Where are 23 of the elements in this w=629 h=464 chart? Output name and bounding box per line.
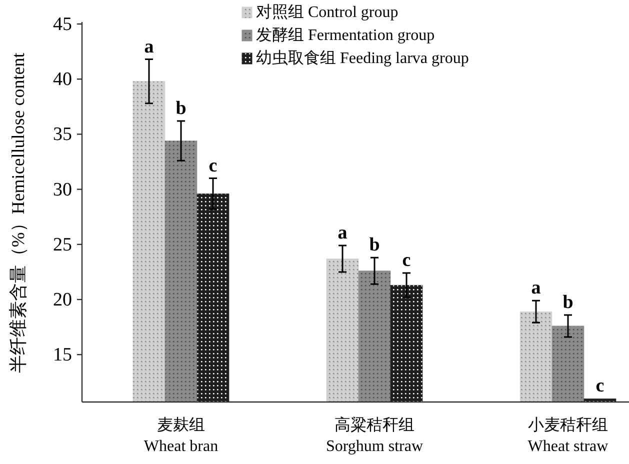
data-label: c — [596, 376, 604, 397]
y-tick-label: 45 — [53, 14, 72, 35]
data-label: b — [176, 98, 186, 119]
y-tick-label: 30 — [53, 179, 72, 200]
y-axis-title: 半纤维素含量（%）Hemicellulose content — [8, 52, 28, 374]
data-label: c — [208, 155, 218, 176]
x-tick-label: 麦麸组 Wheat bran — [144, 416, 218, 455]
y-tick-label: 25 — [53, 234, 72, 256]
data-label: b — [369, 234, 380, 256]
data-label: b — [562, 292, 574, 313]
legend-label: 发酵组 Fermentation group — [256, 27, 435, 44]
data-label: a — [531, 278, 542, 299]
data-label: a — [144, 36, 154, 58]
x-tick-label: 高粱秸秆组 Sorghum straw — [326, 416, 424, 455]
data-label: c — [402, 250, 411, 272]
x-tick-label: 小麦秸秆组 Wheat straw — [528, 416, 609, 455]
legend-label: 对照组 Control group — [256, 3, 398, 21]
y-tick-label: 20 — [53, 290, 72, 311]
y-tick-label: 15 — [53, 344, 72, 366]
legend-label: 幼虫取食组 Feeding larva group — [256, 49, 469, 67]
y-tick-label: 35 — [53, 124, 72, 146]
y-tick-label: 40 — [53, 69, 72, 90]
data-label: a — [338, 222, 348, 244]
